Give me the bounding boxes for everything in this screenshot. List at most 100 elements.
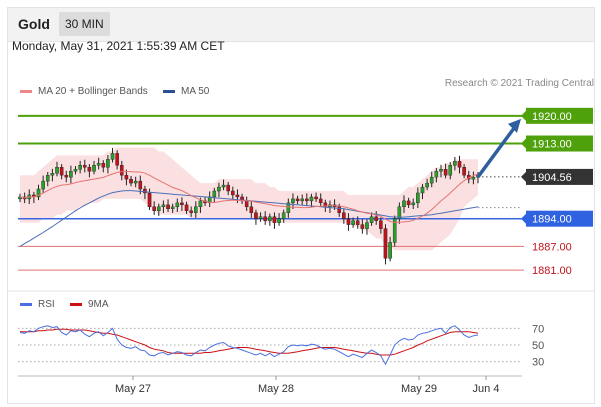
chart-header: Gold 30 MIN (8, 8, 594, 42)
legend-label-ma20: MA 20 + Bollinger Bands (38, 86, 148, 97)
level-label-1881-00: 1881.00 (532, 265, 572, 277)
candle-down (143, 188, 147, 194)
chart-datetime: Monday, May 31, 2021 1:55:39 AM CET (12, 39, 225, 53)
candle-up (411, 202, 416, 206)
candle-up (351, 220, 355, 225)
candle-up (453, 161, 457, 166)
level-tag-pointer (521, 138, 526, 149)
candle-down (305, 198, 309, 202)
candle-up (92, 165, 96, 172)
candle-up (402, 200, 406, 208)
candle-up (69, 171, 73, 178)
candle-up (268, 216, 272, 221)
candle-down (87, 167, 92, 172)
candle-down (189, 210, 193, 213)
timeframe-button[interactable]: 30 MIN (59, 12, 110, 36)
candle-down (383, 228, 388, 259)
level-tag-1920-00 (526, 107, 593, 124)
candle-down (124, 174, 129, 180)
projection-arrow-shaft (476, 125, 517, 178)
level-tag-pointer (521, 110, 526, 121)
x-axis-label-jun-4: Jun 4 (473, 383, 500, 395)
candle-up (217, 186, 221, 192)
candle-up (258, 216, 263, 219)
candle-down (152, 206, 156, 211)
ma20-line (19, 171, 479, 223)
candle-up (425, 182, 429, 188)
candle-down (101, 163, 106, 168)
candle-up (291, 198, 295, 204)
level-tag-1904-56 (526, 168, 593, 185)
candle-up (300, 198, 305, 202)
candle-down (406, 200, 411, 206)
candle-up (420, 186, 425, 194)
candle-down (138, 180, 143, 190)
candle-down (180, 202, 184, 206)
candle-up (369, 216, 374, 223)
candle-down (244, 200, 249, 208)
rsi-tick-50: 50 (532, 340, 544, 352)
legend-label-ma50: MA 50 (181, 86, 210, 97)
rsi-line (19, 325, 479, 366)
candle-down (59, 167, 64, 176)
candle-up (36, 188, 41, 198)
level-tag-1913-00 (526, 135, 593, 152)
candle-down (64, 174, 69, 178)
candle-down (457, 161, 462, 168)
candle-up (78, 165, 82, 170)
rsi-9ma-line (20, 328, 479, 356)
candle-up (309, 196, 314, 202)
candle-down (314, 196, 318, 200)
candle-up (439, 169, 443, 172)
candle-up (96, 163, 101, 166)
legend-ma20-bb: MA 20 + Bollinger Bands (20, 86, 148, 97)
x-axis-label-may-27: May 27 (115, 383, 151, 395)
candle-up (416, 192, 420, 204)
legend-label-rsi: RSI (38, 299, 55, 310)
candle-down (119, 165, 124, 176)
candle-up (73, 169, 78, 172)
candle-up (429, 176, 434, 184)
candle-up (55, 167, 59, 174)
credit-text: Research © 2021 Trading Central (444, 78, 594, 89)
candle-down (342, 212, 346, 219)
candle-down (295, 198, 300, 202)
candle-up (170, 206, 175, 210)
candle-up (277, 218, 281, 223)
candle-up (471, 176, 476, 180)
level-label-1913-00: 1913.00 (532, 139, 572, 151)
candle-up (175, 202, 180, 208)
candle-down (166, 204, 170, 210)
candle-up (397, 206, 402, 219)
candle-down (337, 206, 342, 213)
projection-arrow-head (508, 118, 521, 133)
candle-down (374, 216, 379, 221)
legend-swatch-ma50 (163, 90, 175, 93)
candle-down (235, 194, 240, 198)
legend-swatch-9ma (70, 303, 82, 306)
candle-down (443, 169, 448, 176)
candle-down (115, 153, 119, 166)
candle-up (133, 180, 138, 184)
candle-up (193, 206, 198, 213)
candle-down (272, 216, 277, 223)
candle-up (221, 184, 226, 188)
legend-label-9ma: 9MA (88, 299, 109, 310)
candle-up (156, 206, 161, 211)
x-axis-label-may-29: May 29 (401, 383, 437, 395)
candle-up (392, 218, 397, 243)
candle-up (110, 153, 115, 160)
level-tag-pointer (521, 213, 526, 224)
candle-down (355, 220, 360, 225)
candle-up (50, 172, 55, 176)
candle-down (147, 192, 152, 208)
candle-up (448, 165, 453, 176)
candle-down (254, 212, 258, 219)
candle-down (82, 165, 87, 168)
candle-up (45, 174, 50, 182)
candle-up (198, 200, 203, 208)
candle-down (231, 190, 235, 196)
candle-up (41, 180, 45, 190)
candle-down (360, 224, 365, 229)
